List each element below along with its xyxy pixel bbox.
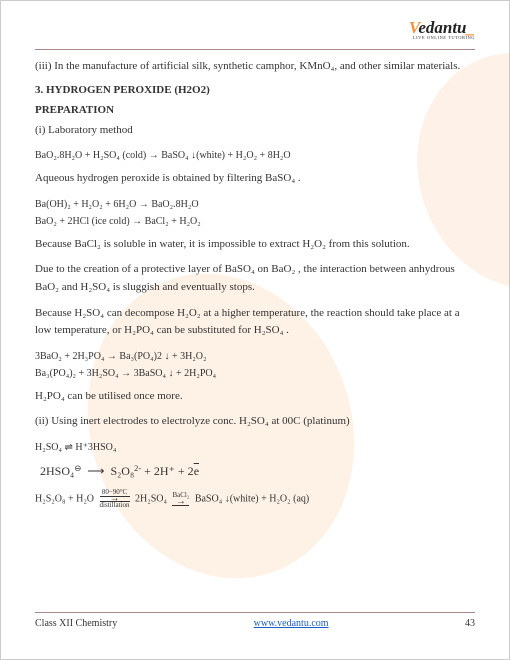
eq-part: 2H₂SO₄ [135,494,169,505]
page: Vedantu_ LIVE ONLINE TUTORING (iii) In t… [0,0,510,660]
equation-block: Ba(OH)₂ + H₂O₂ + 6H₂O → BaO₂.8H₂O BaO₂ +… [35,196,475,230]
eq-rhs: S₂O₈ [110,464,134,478]
eq-part: H₂S₂O₈ + H₂O [35,494,97,505]
header: Vedantu_ LIVE ONLINE TUTORING [35,19,475,47]
footer-left: Class XII Chemistry [35,618,117,629]
equation-block: 3BaO₂ + 2H₃PO₄ → Ba₃(PO₄)2 ↓ + 3H₂O₂ Ba₃… [35,348,475,382]
footer-link[interactable]: www.vedantu.com [254,618,329,629]
brand-logo: Vedantu_ LIVE ONLINE TUTORING [409,19,475,41]
eq-rhs: e [194,464,199,478]
reaction-arrow: BaCl₂ → [172,492,189,506]
equation: Ba₃(PO₄)₂ + 3H₂SO₄ → 3BaSO₄ ↓ + 2H₂PO₄ [35,368,216,379]
paragraph: Aqueous hydrogen peroxide is obtained by… [35,170,475,188]
equation: BaO₂.8H₂O + H₂SO₄ (cold) → BaSO₄ ↓(white… [35,147,475,164]
brand-tagline: LIVE ONLINE TUTORING [409,36,475,41]
eq-lhs: 2HSO₄ [40,464,74,478]
method-label: (i) Laboratory method [35,122,475,140]
intro-text: (iii) In the manufacture of artificial s… [35,58,475,76]
footer: Class XII Chemistry www.vedantu.com 43 [35,612,475,629]
paragraph: Because H₂SO₄ can decompose H₂O₂ at a hi… [35,305,475,340]
equation: 3BaO₂ + 2H₃PO₄ → Ba₃(PO₄)2 ↓ + 3H₂O₂ [35,351,207,362]
eq-part: BaSO₄ ↓(white) + H₂O₂ (aq) [195,494,309,505]
equation: H₂S₂O₈ + H₂O 80−90°C → distillation 2H₂S… [35,489,475,509]
paragraph: H₂PO₄ can be utilised once more. [35,388,475,406]
equation: Ba(OH)₂ + H₂O₂ + 6H₂O → BaO₂.8H₂O [35,199,199,210]
content: (iii) In the manufacture of artificial s… [35,58,475,612]
section-title: 3. HYDROGEN PEROXIDE (H2O2) [35,84,475,96]
subsection-title: PREPARATION [35,104,475,116]
page-number: 43 [465,618,475,629]
equation: H₂SO₄ ⇌ H⁺3HSO₄ [35,439,475,456]
eq-rhs: + 2H⁺ + 2 [141,464,194,478]
paragraph: Because BaCl₂ is soluble in water, it is… [35,236,475,254]
reaction-arrow: 80−90°C → distillation [100,489,130,509]
equation: 2HSO₄⊖ ⟶ S₂O₈2- + 2H⁺ + 2e [37,462,475,481]
method-label: (ii) Using inert electrodes to electroly… [35,413,475,431]
paragraph: Due to the creation of a protective laye… [35,261,475,296]
header-rule [35,49,475,50]
equation: BaO₂ + 2HCl (ice cold) → BaCl₂ + H₂O₂ [35,216,201,227]
